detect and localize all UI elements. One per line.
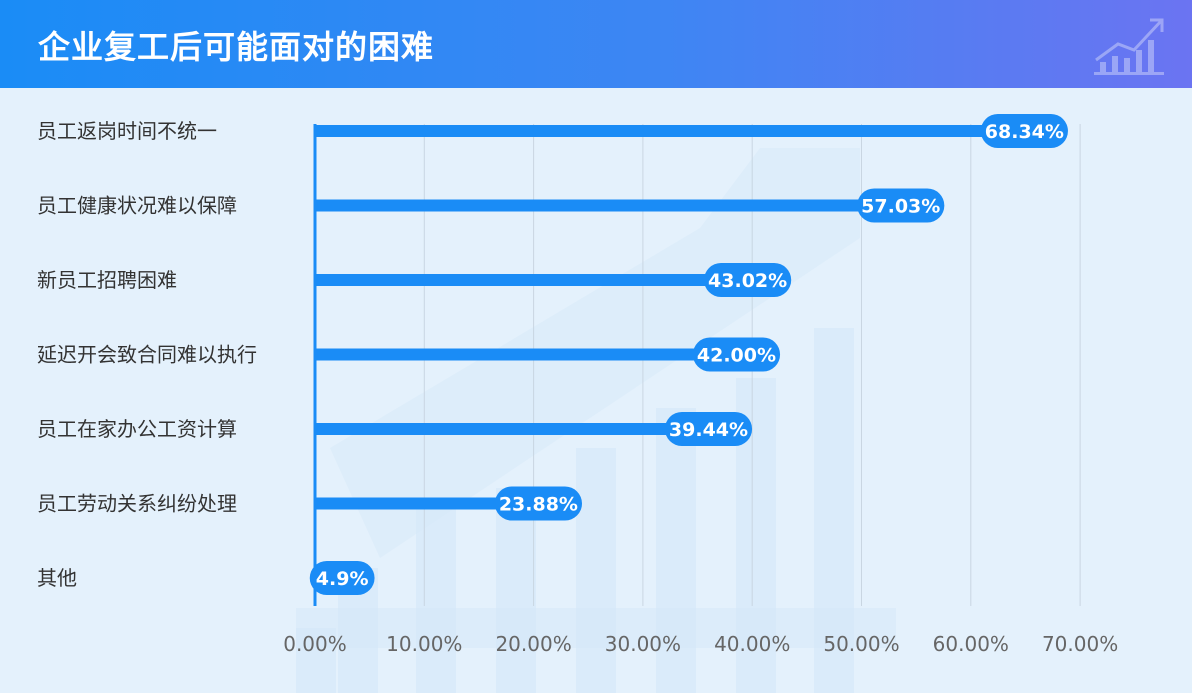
x-tick-label: 70.00% [1042,632,1118,656]
background-decoration [296,148,896,693]
category-label: 员工返岗时间不统一 [37,119,217,143]
data-label-pill [980,114,1068,148]
data-label: 43.02% [708,270,787,292]
data-label: 57.03% [861,196,940,218]
x-tick-label: 30.00% [605,632,681,656]
horizontal-bar-chart: 68.34% 57.03% 43.02% 42.00% 39.44% 23.88% 4.9%… [37,114,1118,693]
page-title: 企业复工后可能面对的困难 [38,28,435,66]
category-label: 其他 [37,566,77,590]
x-tick-label: 40.00% [714,632,790,656]
category-label: 员工在家办公工资计算 [37,417,237,441]
x-tick-label: 10.00% [386,632,462,656]
data-label-pill [309,561,375,595]
bar [315,274,786,286]
bar [315,125,1062,137]
data-label-pill [692,337,781,372]
data-label-pill [704,263,792,297]
x-tick-label: 60.00% [933,632,1009,656]
x-axis-ticks: 0.00% 10.00% 20.00% 30.00% 40.00% 50.00% 60.00… [283,632,1118,656]
data-label: 68.34% [985,121,1064,143]
data-label-pill [857,188,945,223]
category-label: 员工劳动关系纠纷处理 [37,492,237,516]
bars: 68.34% 57.03% 43.02% 42.00% 39.44% 23.88% 4.9% [309,114,1068,595]
category-label: 新员工招聘困难 [37,268,177,292]
bar [315,348,775,361]
x-tick-label: 50.00% [823,632,899,656]
header-bar: 企业复工后可能面对的困难 [0,0,1192,88]
x-tick-label: 0.00% [283,632,347,656]
data-label-pill [494,486,583,521]
category-label: 员工健康状况难以保障 [37,194,237,218]
bar [315,199,939,212]
growth-chart-icon [1094,18,1164,75]
data-label: 23.88% [499,494,578,516]
x-tick-label: 20.00% [495,632,571,656]
category-labels: 员工返岗时间不统一员工健康状况难以保障新员工招聘困难延迟开会致合同难以执行员工在… [37,119,257,590]
data-label: 42.00% [697,345,776,367]
data-label: 39.44% [669,419,748,441]
data-label: 4.9% [316,568,369,590]
data-label-pill [664,412,753,446]
category-label: 延迟开会致合同难以执行 [37,343,257,367]
bar [315,423,747,435]
